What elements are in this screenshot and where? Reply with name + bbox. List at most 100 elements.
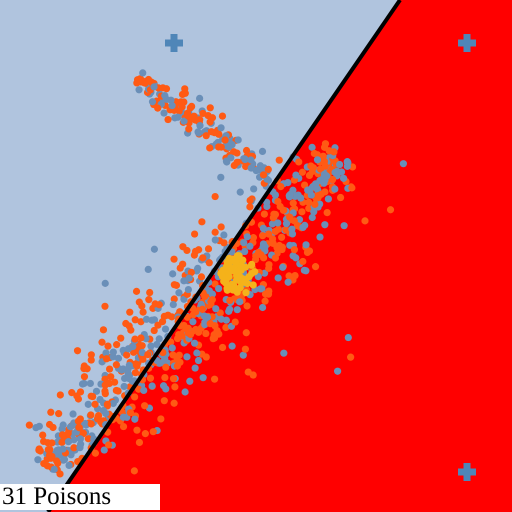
- data-point-orange: [173, 334, 182, 343]
- data-point-blue: [284, 178, 292, 187]
- data-point-orange: [168, 313, 176, 321]
- data-point-orange: [127, 326, 135, 334]
- data-point-blue: [193, 349, 201, 357]
- data-point-blue: [300, 266, 308, 274]
- data-point-orange: [103, 400, 111, 408]
- data-point-blue: [78, 380, 87, 388]
- data-point-blue: [142, 315, 151, 323]
- data-point-yellow: [236, 266, 244, 275]
- data-point-blue: [148, 98, 157, 106]
- data-point-blue: [181, 388, 189, 396]
- data-point-orange: [198, 218, 206, 226]
- data-point-orange: [216, 309, 224, 317]
- data-point-orange: [178, 90, 187, 99]
- data-point-orange: [146, 374, 155, 382]
- poison-count-label: 31 Poisons: [0, 484, 160, 510]
- data-point-orange: [233, 158, 241, 166]
- data-point-blue: [86, 379, 94, 388]
- data-point-blue: [225, 307, 233, 315]
- data-point-blue: [114, 354, 123, 362]
- data-point-orange: [167, 338, 175, 346]
- data-point-blue: [292, 254, 300, 262]
- data-point-yellow: [248, 260, 256, 268]
- data-point-blue: [147, 342, 155, 350]
- data-point-orange: [194, 328, 203, 336]
- data-point-blue: [101, 279, 109, 287]
- data-point-orange: [48, 439, 56, 447]
- data-point-orange: [126, 409, 135, 417]
- data-point-blue: [109, 348, 117, 356]
- data-point-orange: [348, 184, 356, 192]
- data-point-orange: [141, 402, 149, 410]
- data-point-yellow: [227, 263, 235, 271]
- data-point-blue: [225, 143, 233, 151]
- data-point-blue: [233, 306, 241, 314]
- data-point-blue: [120, 382, 128, 391]
- data-point-orange: [79, 429, 87, 437]
- data-point-orange: [202, 132, 210, 140]
- data-point-blue: [59, 421, 67, 429]
- data-point-orange: [48, 452, 56, 461]
- data-point-blue: [234, 136, 242, 144]
- data-point-orange: [162, 363, 170, 371]
- data-point-orange: [325, 147, 333, 155]
- data-point-orange: [320, 157, 329, 166]
- data-point-blue: [191, 364, 199, 372]
- data-point-orange: [215, 330, 223, 338]
- data-point-orange: [260, 210, 268, 218]
- data-point-orange: [104, 342, 112, 350]
- data-point-orange: [171, 383, 179, 391]
- data-point-blue: [252, 166, 260, 175]
- data-points: [25, 69, 407, 478]
- data-point-blue: [196, 122, 204, 130]
- data-point-blue: [343, 162, 351, 170]
- data-point-orange: [25, 421, 33, 429]
- data-point-orange: [290, 246, 299, 254]
- data-point-orange: [160, 397, 168, 405]
- data-point-blue: [174, 113, 182, 121]
- data-point-orange: [91, 449, 100, 457]
- data-point-blue: [331, 168, 339, 177]
- data-point-blue: [299, 223, 307, 232]
- data-point-orange: [80, 365, 88, 373]
- data-point-orange: [233, 149, 241, 157]
- data-point-orange: [310, 149, 318, 158]
- data-point-orange: [206, 144, 214, 152]
- data-point-blue: [246, 242, 254, 250]
- data-point-yellow: [251, 268, 259, 276]
- data-point-orange: [172, 281, 181, 289]
- data-point-orange: [154, 321, 162, 329]
- data-point-orange: [150, 326, 158, 335]
- data-point-blue: [153, 340, 161, 349]
- data-point-orange: [131, 335, 139, 343]
- data-point-blue: [102, 349, 110, 357]
- data-point-blue: [268, 220, 277, 228]
- data-point-orange: [386, 206, 395, 214]
- data-point-blue: [60, 456, 69, 464]
- data-point-orange: [206, 104, 214, 112]
- data-point-orange: [265, 264, 273, 272]
- data-point-orange: [323, 209, 331, 217]
- data-point-orange: [139, 308, 147, 316]
- data-point-blue: [241, 155, 249, 163]
- data-point-orange: [209, 335, 217, 343]
- data-point-orange: [76, 415, 84, 423]
- data-point-orange: [198, 305, 207, 313]
- data-point-blue: [34, 456, 42, 464]
- data-point-blue: [307, 191, 315, 199]
- data-point-orange: [181, 85, 189, 93]
- data-point-blue: [308, 143, 316, 151]
- data-point-blue: [205, 287, 213, 295]
- data-point-blue: [336, 160, 344, 169]
- data-point-blue: [308, 213, 316, 222]
- data-point-orange: [53, 457, 61, 465]
- data-point-orange: [183, 246, 191, 255]
- data-point-orange: [169, 375, 178, 383]
- data-point-orange: [112, 361, 120, 369]
- data-point-blue: [92, 387, 101, 395]
- data-point-orange: [135, 438, 144, 447]
- data-point-yellow: [225, 273, 233, 281]
- data-point-orange: [93, 415, 102, 423]
- data-point-blue: [150, 316, 159, 324]
